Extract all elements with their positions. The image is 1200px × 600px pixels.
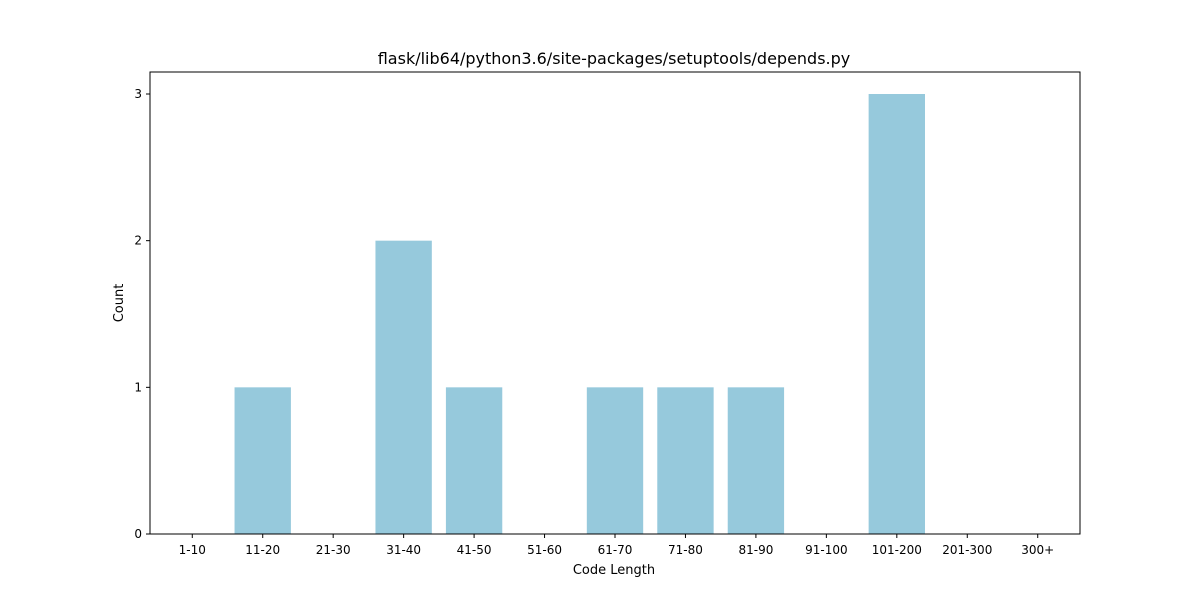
x-tick-label: 300+ xyxy=(1021,543,1054,557)
x-tick-label: 81-90 xyxy=(738,543,773,557)
chart-title: flask/lib64/python3.6/site-packages/setu… xyxy=(378,49,851,68)
x-tick-label: 1-10 xyxy=(179,543,206,557)
y-axis-ticks: 0 1 2 3 xyxy=(134,87,150,541)
bar-41-50 xyxy=(445,387,503,534)
bars-group xyxy=(234,94,925,534)
y-tick-label: 2 xyxy=(134,234,142,248)
x-tick-label: 11-20 xyxy=(245,543,280,557)
bar-11-20 xyxy=(234,387,291,534)
x-axis-label: Code Length xyxy=(573,563,655,578)
x-tick-label: 21-30 xyxy=(316,543,351,557)
x-tick-label: 91-100 xyxy=(805,543,848,557)
bar-101-200 xyxy=(868,94,925,534)
x-tick-label: 51-60 xyxy=(527,543,562,557)
y-tick-label: 0 xyxy=(134,527,142,541)
x-tick-label: 201-300 xyxy=(942,543,992,557)
x-tick-label: 71-80 xyxy=(668,543,703,557)
x-tick-label: 31-40 xyxy=(386,543,421,557)
bar-71-80 xyxy=(657,387,714,534)
y-tick-label: 1 xyxy=(134,380,142,394)
x-tick-label: 61-70 xyxy=(598,543,633,557)
x-tick-label: 41-50 xyxy=(457,543,492,557)
x-tick-label: 101-200 xyxy=(872,543,922,557)
bar-81-90 xyxy=(727,387,785,534)
bar-31-40 xyxy=(375,240,432,534)
bar-61-70 xyxy=(586,387,644,534)
x-axis-ticks: 1-10 11-20 21-30 31-40 41-50 51-60 61-70 71-80 8… xyxy=(179,534,1054,557)
y-tick-label: 3 xyxy=(134,87,142,101)
y-axis-label: Count xyxy=(112,284,127,323)
